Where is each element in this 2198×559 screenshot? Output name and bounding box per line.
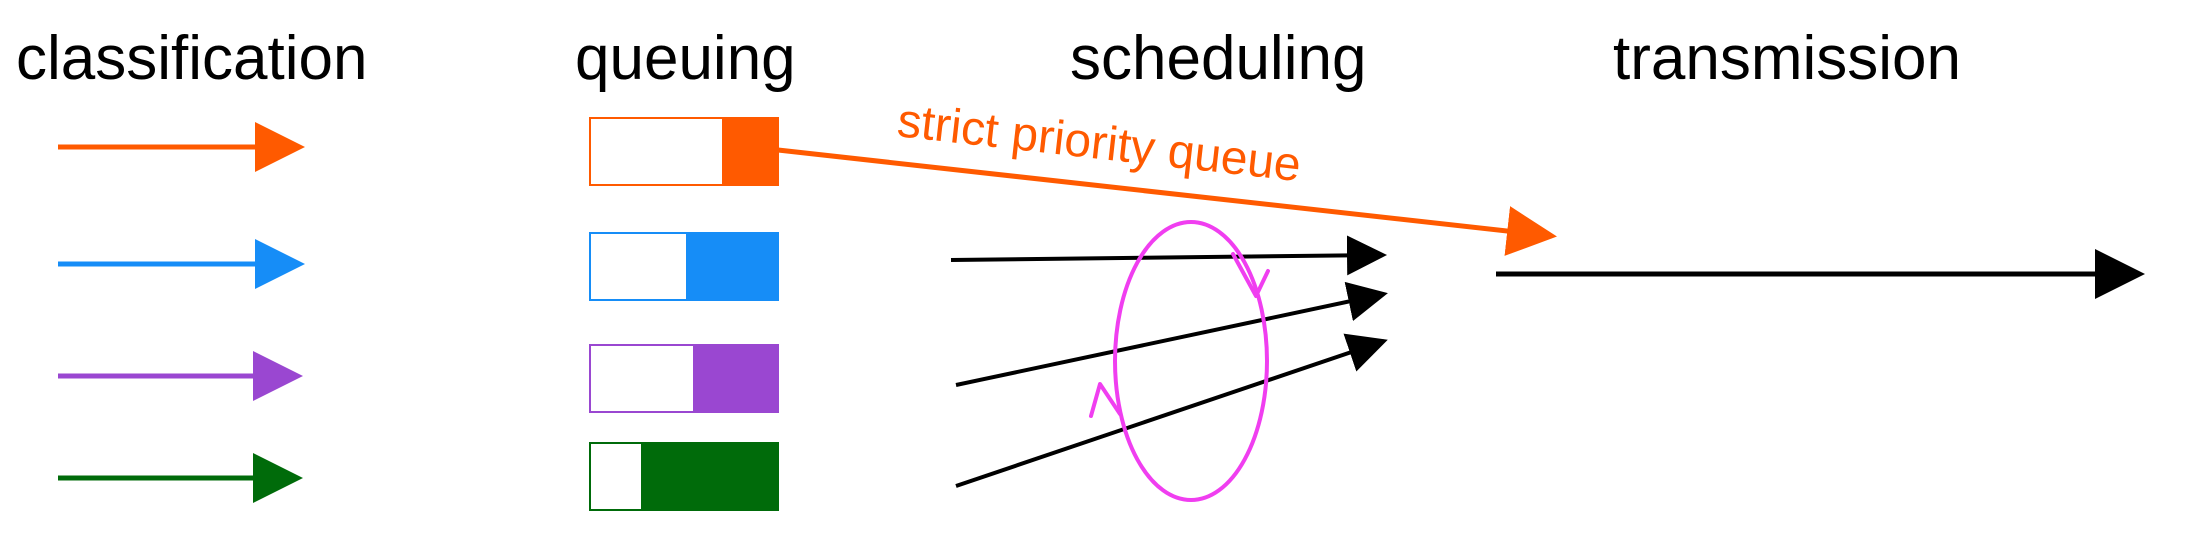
stage-title-scheduling: scheduling (1070, 24, 1367, 93)
queue-fill (693, 345, 778, 412)
round-robin-arrow-up-icon (1089, 382, 1122, 418)
strict-priority-arrow (777, 147, 1557, 256)
queue-blue (589, 232, 779, 301)
queue-purple (589, 344, 779, 413)
scheduling-arrow-1 (950, 235, 1387, 276)
stage-title-transmission: transmission (1613, 24, 1961, 93)
queue-green (589, 442, 779, 511)
queue-orange (589, 117, 779, 186)
round-robin-loop (1113, 220, 1269, 502)
stage-title-classification: classification (16, 24, 368, 93)
scheduling-arrow-3 (955, 333, 1388, 488)
queue-fill (641, 443, 778, 510)
scheduling-arrow-2 (955, 281, 1388, 387)
queue-fill (722, 118, 778, 185)
strict-priority-label: strict priority queue (895, 94, 1304, 192)
round-robin-arrow-down-icon (1231, 252, 1270, 298)
stage-title-queuing: queuing (575, 24, 796, 93)
queue-fill (686, 233, 778, 300)
